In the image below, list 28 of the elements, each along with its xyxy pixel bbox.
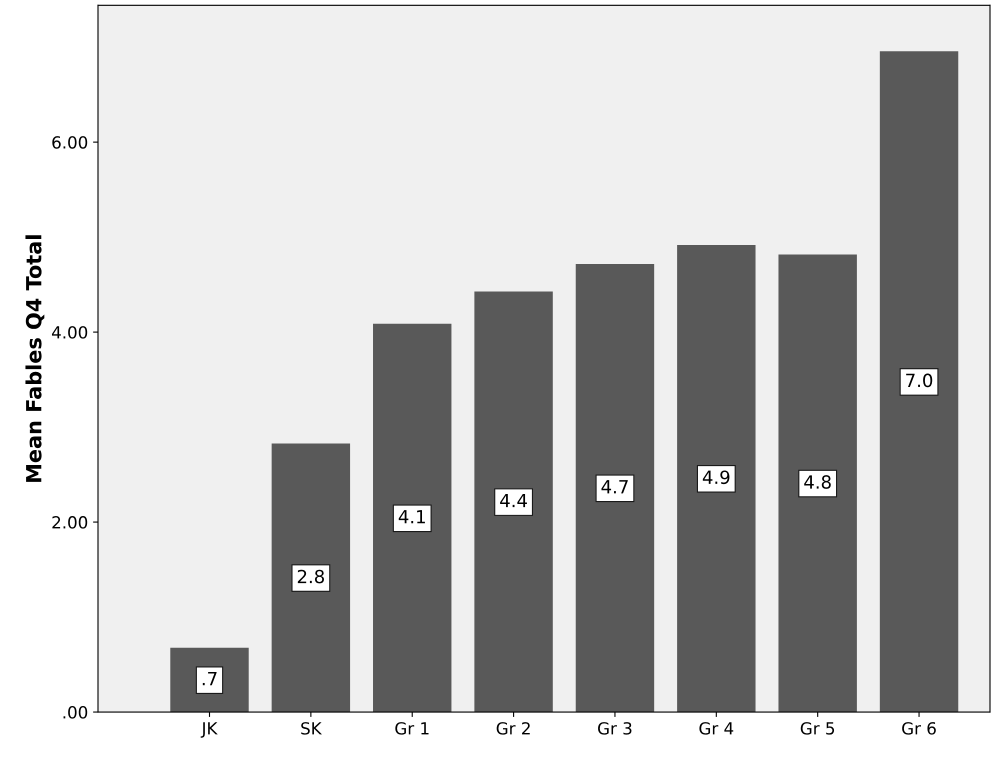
x-tick-label: Gr 4 xyxy=(699,722,734,735)
bar xyxy=(677,244,756,712)
x-tick-label: Gr 6 xyxy=(902,722,936,735)
y-tick-label: 2.00 xyxy=(52,516,88,529)
x-tick-label: Gr 2 xyxy=(496,722,530,735)
bar xyxy=(778,254,857,712)
bar xyxy=(373,324,452,712)
x-tick-label: Gr 5 xyxy=(800,722,834,735)
bar xyxy=(576,264,654,712)
data-label: 4.4 xyxy=(500,494,527,508)
data-label: 4.7 xyxy=(601,480,628,494)
data-label: 4.1 xyxy=(398,510,425,524)
data-label: 4.9 xyxy=(702,470,730,484)
y-tick-label: .00 xyxy=(64,706,88,719)
x-tick-label: Gr 1 xyxy=(395,722,429,735)
y-axis-title: Mean Fables Q4 Total xyxy=(25,235,44,482)
x-tick-label: SK xyxy=(301,722,322,735)
data-label: 7.0 xyxy=(906,374,932,388)
y-tick-label: 6.00 xyxy=(52,136,88,149)
x-tick-label: Gr 3 xyxy=(598,722,632,735)
data-label: 4.8 xyxy=(804,475,831,489)
bar xyxy=(474,292,553,712)
data-label: 2.8 xyxy=(298,570,324,584)
data-label: .7 xyxy=(202,672,217,686)
y-tick-label: 4.00 xyxy=(52,326,88,339)
bar xyxy=(272,443,350,712)
x-tick-label: JK xyxy=(200,722,218,738)
bar xyxy=(880,51,958,712)
